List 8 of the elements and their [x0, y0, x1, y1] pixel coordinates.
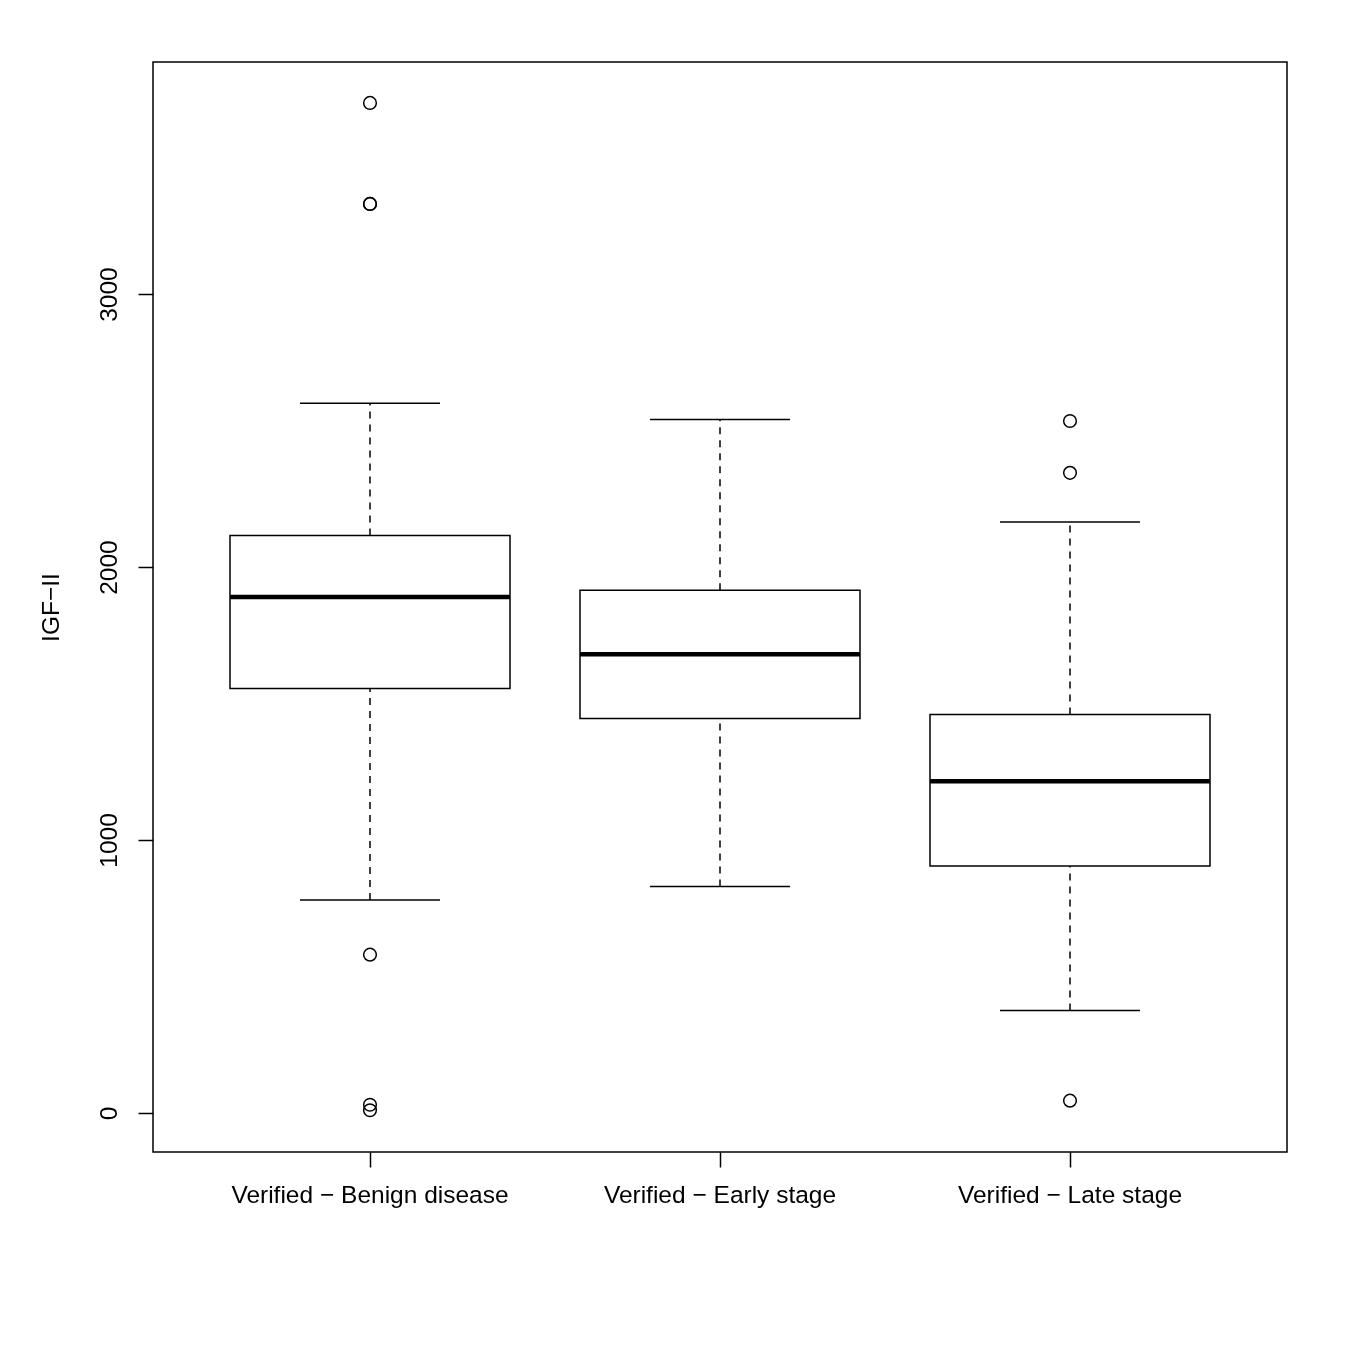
y-tick-label: 0 [94, 1106, 122, 1121]
x-tick-label: Verified − Late stage [957, 1180, 1183, 1208]
y-tick-label: 1000 [94, 813, 122, 868]
y-axis-title: IGF−II [36, 573, 64, 642]
x-tick-label: Verified − Benign disease [231, 1180, 509, 1208]
x-tick-label: Verified − Early stage [603, 1180, 837, 1208]
y-tick-label: 3000 [94, 267, 122, 322]
y-tick-label: 2000 [94, 540, 122, 595]
